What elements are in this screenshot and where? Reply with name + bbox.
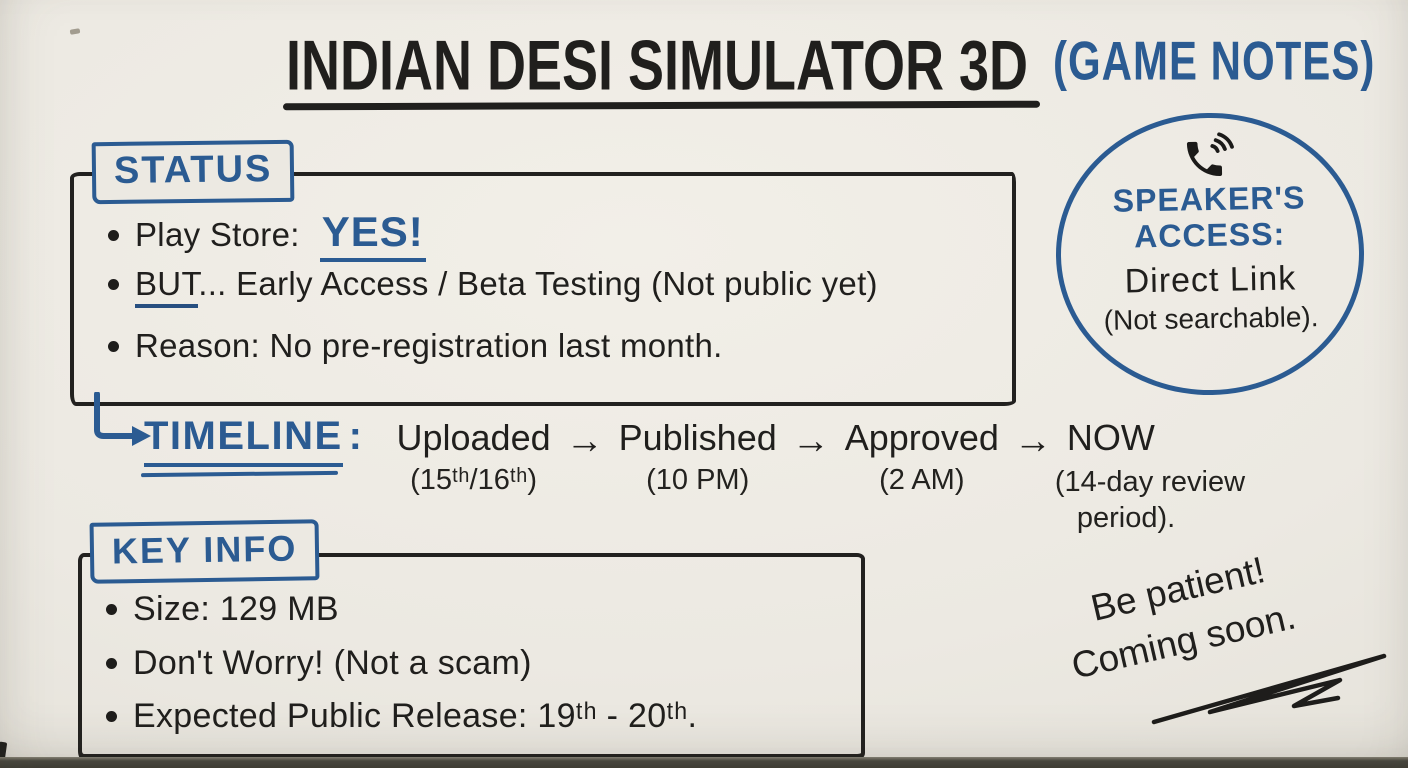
timeline-step-detail: (15ᵗʰ/16ᵗʰ) bbox=[410, 463, 537, 496]
bullet-dot bbox=[108, 340, 119, 352]
timeline-step-detail: (2 AM) bbox=[879, 463, 965, 496]
keyinfo-heading: KEY INFO bbox=[89, 519, 320, 584]
size-text: Size: 129 MB bbox=[133, 590, 339, 628]
timeline-heading-label: TIMELINE bbox=[144, 414, 343, 467]
timeline-row: TIMELINE: Uploaded (15ᵗʰ/16ᵗʰ) → Publish… bbox=[144, 414, 1334, 536]
timeline-step-detail: (10 PM) bbox=[646, 463, 750, 496]
phone-call-icon bbox=[1186, 132, 1234, 177]
arrow-right-icon: → bbox=[791, 420, 830, 462]
keyinfo-item-not-scam: Don't Worry! (Not a scam) bbox=[106, 644, 532, 683]
timeline-step-label: Approved bbox=[844, 417, 999, 458]
signature-flourish-icon bbox=[1151, 653, 1387, 725]
title-annotation: (GAME NOTES) bbox=[1053, 30, 1376, 92]
but-emphasis: BUT bbox=[135, 265, 199, 308]
speakers-access-circle: SPEAKER'S ACCESS: Direct Link (Not searc… bbox=[1053, 110, 1367, 398]
timeline-step-label: NOW bbox=[1066, 417, 1155, 458]
bullet-dot bbox=[108, 278, 119, 290]
page-title: INDIAN DESI SIMULATOR 3D bbox=[286, 27, 1029, 106]
status-item-early-access: BUT... Early Access / Beta Testing (Not … bbox=[108, 265, 878, 308]
speakers-access-note: (Not searchable). bbox=[1103, 300, 1319, 336]
timeline-step-uploaded: Uploaded (15ᵗʰ/16ᵗʰ) bbox=[397, 414, 551, 497]
early-access-text: ... Early Access / Beta Testing (Not pub… bbox=[198, 265, 878, 302]
branch-arrow-icon bbox=[94, 392, 151, 446]
playstore-label: Play Store: bbox=[135, 216, 300, 253]
release-text: Expected Public Release: 19ᵗʰ - 20ᵗʰ. bbox=[133, 697, 698, 735]
board-bottom-edge bbox=[0, 757, 1408, 768]
not-scam-text: Don't Worry! (Not a scam) bbox=[133, 644, 532, 682]
timeline-heading: TIMELINE: bbox=[144, 414, 364, 467]
timeline-step-label: Uploaded bbox=[396, 417, 551, 458]
bullet-dot bbox=[106, 711, 117, 722]
timeline-colon: : bbox=[348, 414, 364, 458]
speakers-access-heading-line2: ACCESS: bbox=[1133, 215, 1286, 255]
arrow-right-icon: → bbox=[565, 420, 604, 462]
timeline-step-published: Published (10 PM) bbox=[619, 414, 777, 497]
bullet-dot bbox=[106, 604, 117, 615]
timeline-step-now: NOW (14-day review period). bbox=[1055, 414, 1325, 536]
arrow-right-icon: → bbox=[1013, 420, 1052, 462]
reason-text: Reason: No pre-registration last month. bbox=[135, 327, 723, 364]
speakers-access-method: Direct Link bbox=[1124, 259, 1297, 301]
timeline-step-approved: Approved (2 AM) bbox=[845, 414, 999, 497]
bullet-dot bbox=[108, 229, 119, 241]
title-underline bbox=[282, 100, 1041, 111]
status-item-reason: Reason: No pre-registration last month. bbox=[108, 327, 723, 365]
keyinfo-item-release: Expected Public Release: 19ᵗʰ - 20ᵗʰ. bbox=[106, 697, 697, 736]
smudge-mark bbox=[69, 28, 81, 35]
playstore-value: YES! bbox=[319, 208, 426, 262]
timeline-step-label: Published bbox=[618, 417, 777, 458]
status-heading: STATUS bbox=[91, 139, 295, 205]
bullet-dot bbox=[106, 658, 117, 669]
status-item-playstore: Play Store: YES! bbox=[108, 208, 426, 262]
speakers-access-heading-line1: SPEAKER'S bbox=[1112, 179, 1306, 219]
timeline-step-detail: (14-day review period). bbox=[1054, 465, 1246, 535]
status-section-box bbox=[70, 172, 1016, 406]
keyinfo-item-size: Size: 129 MB bbox=[106, 590, 339, 629]
